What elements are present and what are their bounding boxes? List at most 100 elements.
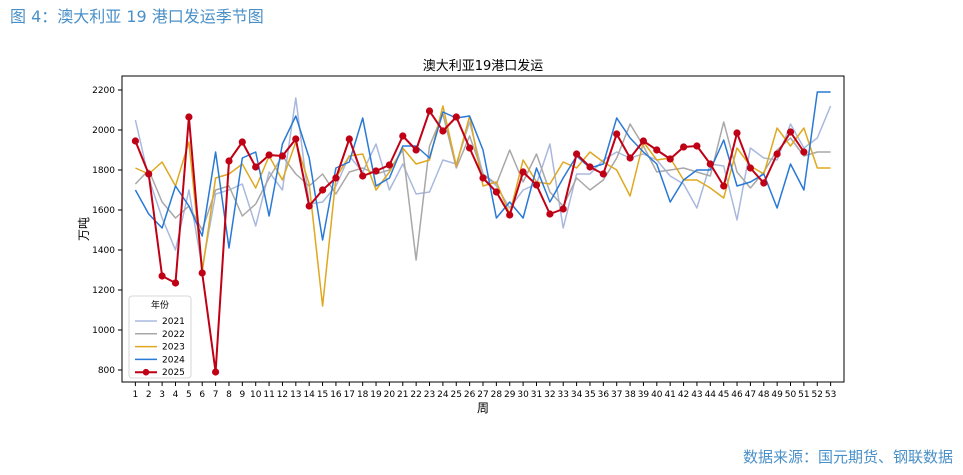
x-tick-label: 15 <box>317 390 328 400</box>
data-point-2025 <box>292 135 300 143</box>
data-point-2025 <box>439 127 447 135</box>
data-point-2025 <box>573 150 581 158</box>
x-tick-label: 10 <box>250 390 262 400</box>
x-tick-label: 47 <box>745 390 756 400</box>
x-tick-label: 1 <box>133 390 139 400</box>
x-tick-label: 23 <box>424 390 435 400</box>
data-point-2025 <box>372 167 380 175</box>
data-point-2025 <box>131 137 139 145</box>
x-axis-label: 周 <box>477 401 489 415</box>
x-tick-label: 24 <box>437 390 449 400</box>
data-point-2025 <box>559 205 567 213</box>
data-point-2025 <box>158 272 166 280</box>
data-point-2025 <box>345 135 353 143</box>
x-tick-label: 4 <box>173 390 179 400</box>
data-point-2025 <box>532 181 541 189</box>
data-point-2025 <box>599 170 607 178</box>
x-tick-label: 32 <box>544 390 555 400</box>
legend-title: 年份 <box>151 299 169 311</box>
y-tick-label: 1000 <box>92 326 115 336</box>
x-tick-label: 21 <box>397 390 408 400</box>
x-tick-label: 29 <box>504 390 516 400</box>
chart-title: 澳大利亚19港口发运 <box>423 58 544 74</box>
x-tick-label: 5 <box>186 390 192 400</box>
data-point-2025 <box>479 174 487 182</box>
y-tick-label: 800 <box>98 366 115 376</box>
x-tick-label: 18 <box>357 390 369 400</box>
figure-title: 图 4：澳大利亚 19 港口发运季节图 <box>10 7 264 26</box>
data-point-2025 <box>252 163 260 171</box>
x-tick-label: 9 <box>239 390 245 400</box>
y-tick-label: 1200 <box>92 286 115 296</box>
data-point-2025 <box>760 179 768 187</box>
legend: 年份 2021 2022 2023 2024 2025 <box>128 295 192 379</box>
x-tick-label: 49 <box>771 390 783 400</box>
data-point-2025 <box>466 144 474 152</box>
y-tick-label: 1400 <box>92 246 115 256</box>
data-point-2025 <box>145 170 153 178</box>
x-tick-label: 48 <box>758 390 770 400</box>
data-point-2025 <box>332 174 340 182</box>
data-point-2025 <box>425 107 434 115</box>
series-line-2022 <box>134 113 831 261</box>
x-tick-label: 37 <box>611 390 622 400</box>
y-tick-label: 2200 <box>92 86 115 96</box>
x-tick-label: 39 <box>638 390 650 400</box>
data-point-2025 <box>773 150 781 158</box>
data-point-2025 <box>278 152 286 160</box>
data-point-2025 <box>185 113 193 121</box>
x-tick-label: 2 <box>146 390 152 400</box>
data-point-2025 <box>680 143 688 151</box>
legend-box <box>128 295 192 379</box>
y-tick-label: 2000 <box>92 126 115 136</box>
data-point-2025 <box>586 163 594 171</box>
x-tick-label: 30 <box>517 390 529 400</box>
legend-label-2025: 2025 <box>162 368 185 378</box>
y-tick-label: 1800 <box>92 166 115 176</box>
x-tick-label: 45 <box>718 390 729 400</box>
data-point-2025 <box>506 211 514 219</box>
plot-frame <box>121 75 845 383</box>
x-tick-label: 14 <box>303 390 315 400</box>
x-tick-label: 38 <box>624 390 636 400</box>
data-point-2025 <box>786 128 795 136</box>
data-point-2025 <box>626 154 634 162</box>
x-tick-label: 22 <box>410 390 421 400</box>
x-tick-label: 44 <box>705 390 717 400</box>
legend-label-2022: 2022 <box>162 330 185 340</box>
x-tick-label: 16 <box>330 390 342 400</box>
data-point-2025 <box>720 182 728 190</box>
series-line-2023 <box>135 105 831 307</box>
data-point-2025 <box>639 137 648 145</box>
data-point-2025 <box>319 186 327 194</box>
x-tick-label: 42 <box>678 390 689 400</box>
x-tick-label: 8 <box>226 390 232 400</box>
y-tick-label: 1600 <box>92 206 115 216</box>
data-point-2025 <box>412 146 420 154</box>
x-tick-label: 31 <box>531 390 542 400</box>
data-point-2025 <box>399 132 407 140</box>
data-point-2025 <box>265 151 273 159</box>
x-tick-label: 17 <box>344 390 355 400</box>
data-point-2025 <box>385 161 393 169</box>
x-tick-label: 41 <box>664 390 675 400</box>
x-tick-label: 25 <box>451 390 462 400</box>
data-point-2025 <box>613 130 621 138</box>
x-tick-label: 11 <box>263 390 274 400</box>
x-tick-label: 33 <box>557 390 568 400</box>
x-tick-label: 27 <box>477 390 488 400</box>
legend-label-2024: 2024 <box>162 355 185 365</box>
x-tick-label: 28 <box>491 390 503 400</box>
data-point-2025 <box>359 172 367 180</box>
data-point-2025 <box>546 210 554 218</box>
x-tick-label: 52 <box>812 390 823 400</box>
data-point-2025 <box>693 142 701 150</box>
data-point-2025 <box>733 129 741 137</box>
x-tick-label: 3 <box>159 390 165 400</box>
x-tick-label: 35 <box>584 390 595 400</box>
legend-label-2023: 2023 <box>162 343 185 353</box>
data-point-2025 <box>238 138 246 146</box>
y-axis-label: 万吨 <box>77 217 91 241</box>
